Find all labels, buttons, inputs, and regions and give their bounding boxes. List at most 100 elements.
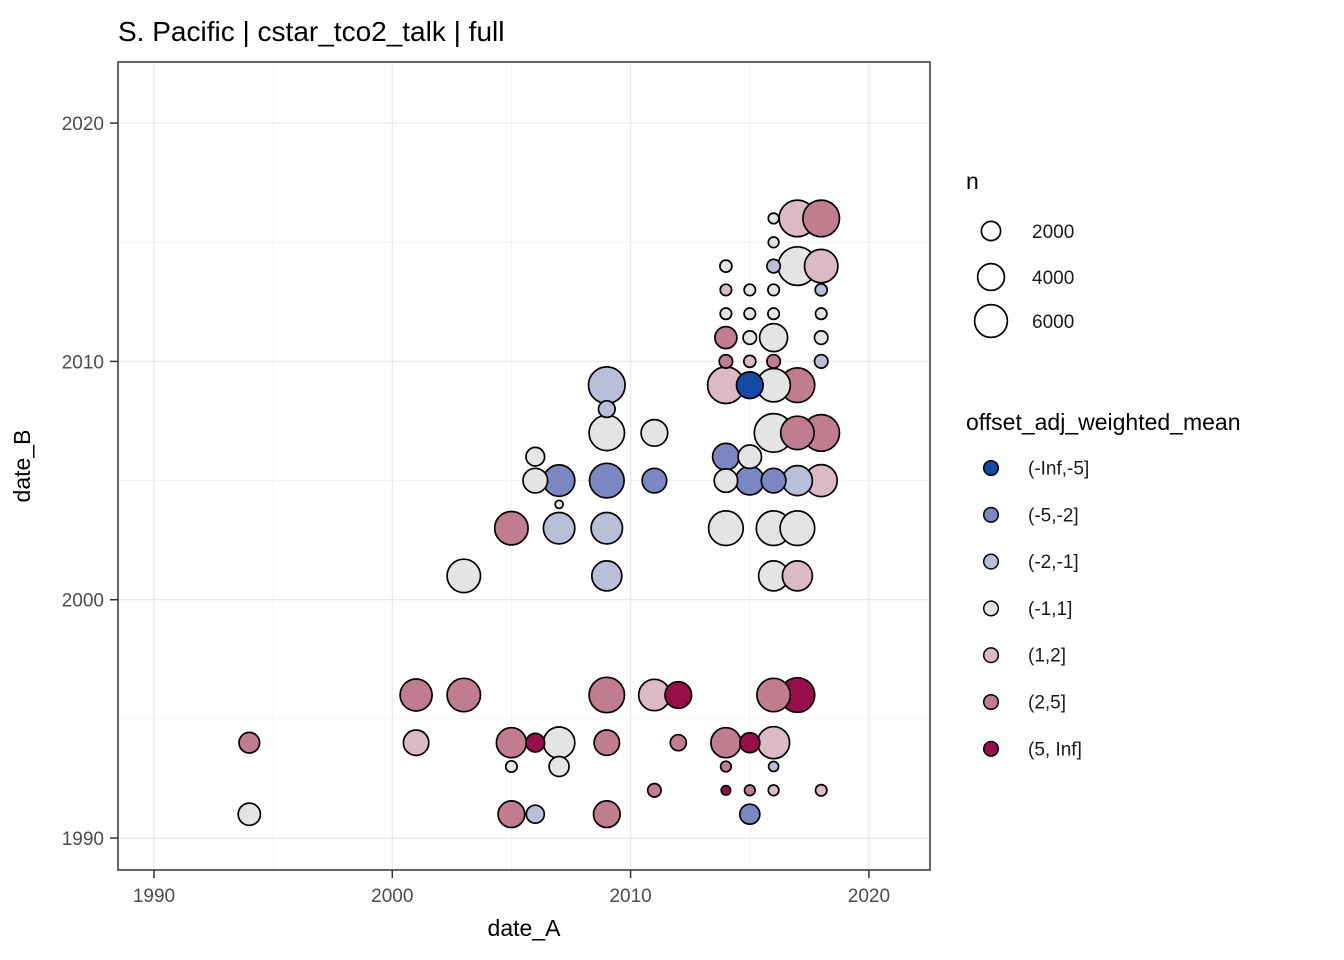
- x-tick-label: 2000: [371, 886, 413, 907]
- data-point: [767, 784, 780, 797]
- data-point: [737, 444, 763, 470]
- data-point: [742, 330, 758, 346]
- size-legend-label: 6000: [1032, 312, 1074, 333]
- y-axis-title: date_B: [9, 430, 35, 503]
- data-point: [767, 283, 781, 297]
- data-point: [766, 353, 782, 369]
- color-legend-label: (-2,-1]: [1028, 552, 1079, 573]
- data-point: [504, 759, 518, 774]
- color-legend-label: (1,2]: [1028, 646, 1066, 667]
- data-point: [548, 755, 570, 778]
- data-point: [767, 307, 781, 321]
- data-point: [590, 511, 624, 545]
- size-legend: n 2000 4000 6000: [966, 168, 1074, 339]
- data-point: [237, 802, 262, 827]
- y-tick-labels: 1990 2000 2010 2020: [62, 114, 104, 850]
- data-point: [743, 784, 756, 797]
- data-point: [495, 726, 528, 759]
- data-point: [738, 803, 761, 826]
- data-point: [641, 467, 668, 494]
- data-point: [710, 726, 742, 759]
- color-legend-label: (-Inf,-5]: [1028, 459, 1089, 480]
- data-point: [742, 354, 757, 369]
- data-point: [719, 259, 733, 273]
- data-point: [707, 510, 745, 547]
- data-point: [497, 800, 526, 829]
- data-point: [756, 677, 792, 713]
- size-legend-key: [976, 262, 1006, 292]
- data-point: [779, 415, 815, 451]
- data-point: [719, 307, 733, 321]
- data-point: [719, 283, 733, 297]
- data-point: [814, 783, 828, 797]
- data-point: [446, 558, 482, 594]
- y-tick-label: 1990: [62, 829, 104, 850]
- data-point: [597, 399, 616, 419]
- color-legend-key: [982, 506, 1000, 523]
- major-gridlines: [118, 62, 930, 870]
- chart-title: S. Pacific | cstar_tco2_talk | full: [118, 16, 504, 47]
- x-axis-title: date_A: [488, 915, 562, 941]
- size-legend-key: [980, 220, 1002, 242]
- color-legend-key: [982, 459, 1000, 477]
- size-legend-title: n: [966, 168, 979, 194]
- data-point: [813, 330, 829, 346]
- data-point: [238, 731, 261, 754]
- axis-ticks: [110, 122, 870, 878]
- data-point: [587, 366, 626, 405]
- data-point: [767, 212, 780, 225]
- data-point: [743, 283, 757, 297]
- data-point: [735, 371, 764, 400]
- color-legend-items: (-Inf,-5] (-5,-2] (-2,-1] (-1,1] (1,2] (2,5] (…: [982, 459, 1089, 760]
- color-legend-key: [982, 647, 1000, 664]
- data-point: [713, 468, 739, 494]
- data-point: [664, 680, 693, 710]
- data-point: [767, 760, 780, 773]
- data-point: [588, 414, 626, 452]
- data-point: [719, 760, 733, 773]
- color-legend-key: [982, 693, 1000, 711]
- data-point: [758, 322, 789, 353]
- size-legend-label: 2000: [1032, 222, 1074, 243]
- data-point: [646, 782, 662, 798]
- color-legend-label: (-5,-2]: [1028, 505, 1079, 526]
- data-point: [542, 726, 576, 760]
- data-point: [542, 511, 576, 545]
- data-point: [640, 418, 669, 448]
- data-point: [779, 510, 816, 547]
- data-point: [718, 353, 734, 369]
- data-point: [525, 804, 546, 825]
- data-point: [734, 465, 765, 496]
- data-point: [525, 732, 546, 753]
- data-point: [554, 499, 564, 510]
- data-point: [592, 800, 621, 829]
- size-legend-items: 2000 4000 6000: [973, 220, 1074, 339]
- y-tick-label: 2010: [62, 352, 104, 373]
- size-legend-key: [973, 303, 1009, 339]
- data-point: [814, 307, 828, 321]
- color-legend-key: [982, 740, 1000, 757]
- data-point: [522, 467, 549, 494]
- data-point: [803, 248, 839, 284]
- data-point: [738, 731, 761, 754]
- size-legend-label: 4000: [1032, 268, 1074, 289]
- data-point: [669, 733, 688, 752]
- data-point: [525, 446, 546, 467]
- data-point: [814, 283, 829, 297]
- data-point: [813, 353, 829, 369]
- data-point: [493, 510, 529, 546]
- data-point: [760, 467, 787, 494]
- x-tick-label: 1990: [133, 886, 175, 907]
- data-point: [446, 677, 482, 713]
- color-legend-title: offset_adj_weighted_mean: [966, 409, 1241, 435]
- data-point: [781, 560, 814, 592]
- color-legend-label: (5, Inf]: [1028, 739, 1082, 760]
- x-tick-label: 2020: [848, 886, 890, 907]
- data-point: [766, 258, 782, 274]
- x-tick-labels: 1990 2000 2010 2020: [133, 886, 890, 907]
- data-points-layer: [237, 199, 841, 829]
- data-point: [402, 729, 430, 757]
- color-legend-key: [982, 553, 1000, 570]
